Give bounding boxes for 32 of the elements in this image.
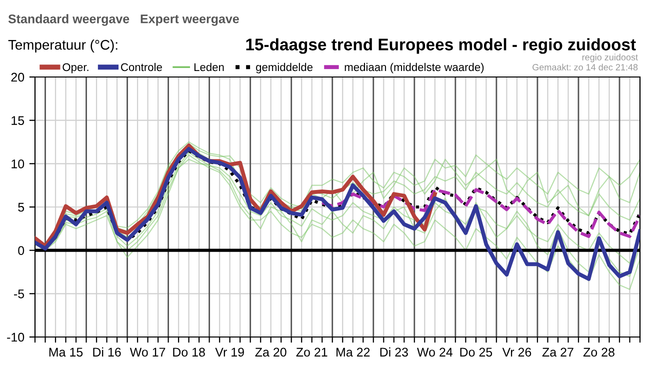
y-tick-label: 15 [12, 116, 24, 125]
y-tick-label: 20 [11, 72, 24, 82]
legend-label: Leden [194, 62, 224, 72]
x-tick-label: Zo 21 [296, 348, 328, 357]
y-axis-title: Temperatuur (°C): [8, 40, 118, 52]
text: regio zuidoost [582, 54, 638, 62]
x-tick-label: Di 23 [380, 347, 408, 357]
x-tick-label: Wo 24 [417, 348, 453, 357]
y-tick-label: 5 [18, 202, 24, 212]
text: Standaard weergave [8, 14, 130, 26]
text: Gemaakt: zo 14 dec 21:48 [532, 64, 638, 70]
x-tick-label: Za 20 [255, 348, 286, 357]
x-tick-label: Di 16 [93, 347, 121, 357]
x-tick-label: Ma 22 [336, 348, 370, 357]
legend-label: Oper. [62, 63, 88, 74]
x-tick-label: Za 27 [542, 348, 574, 357]
x-tick-label: Vr 26 [502, 348, 532, 357]
y-tick-label: 10 [12, 159, 24, 168]
y-tick-label: -5 [14, 290, 24, 298]
x-tick-label: Vr 19 [215, 348, 244, 357]
legend-label: mediaan (middelste waarde) [344, 62, 484, 74]
x-tick-label: Do 25 [460, 348, 492, 357]
x-tick-label: Wo 17 [130, 348, 166, 357]
text: Expert weergave [140, 14, 239, 26]
x-tick-label: Zo 28 [583, 348, 614, 357]
y-tick-label: -10 [7, 332, 24, 342]
legend-label: Controle [121, 62, 162, 72]
legend-label: gemiddelde [256, 62, 313, 74]
y-tick-label: 0 [18, 246, 24, 255]
x-tick-label: Do 18 [173, 348, 205, 357]
chart-title: 15-daagse trend Europees model - regio zuidoost [246, 38, 636, 54]
x-tick-label: Ma 15 [49, 348, 83, 357]
